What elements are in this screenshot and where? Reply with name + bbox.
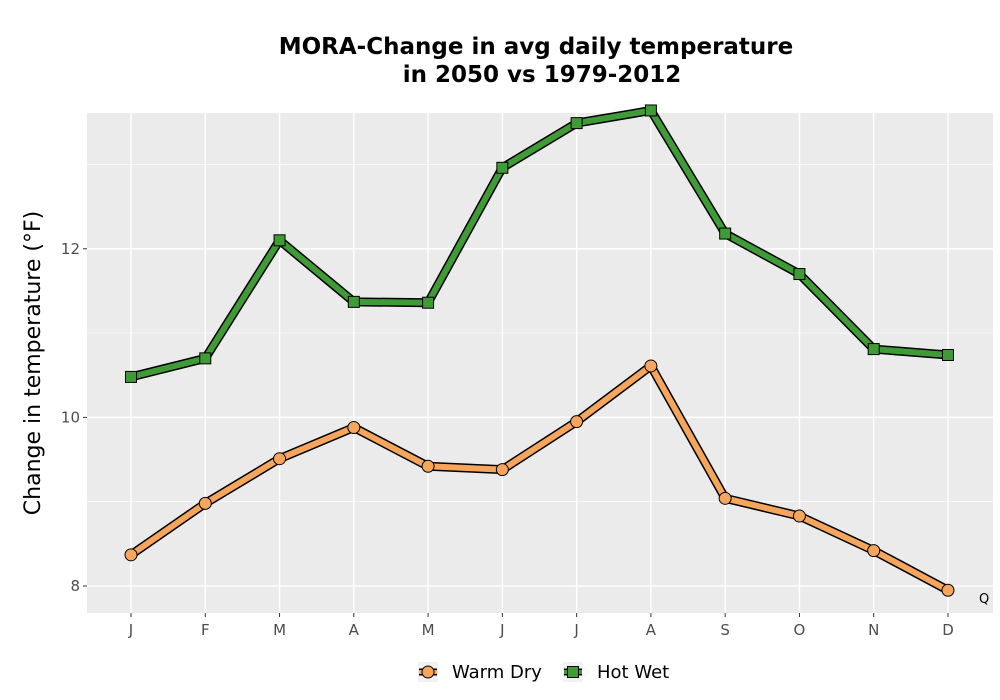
x-tick-label: J	[573, 621, 578, 639]
warm-dry-point	[273, 452, 287, 466]
x-tick-label: A	[349, 621, 360, 639]
x-tick-label: N	[868, 621, 879, 639]
hot-wet-point	[867, 343, 880, 356]
x-tick-label: S	[720, 621, 730, 639]
hot-wet-point	[422, 296, 435, 309]
hot-wet-point	[570, 117, 583, 130]
warm-dry-point	[644, 359, 658, 373]
warm-dry-point	[941, 583, 955, 597]
chart-title-line2: in 2050 vs 1979-2012	[403, 62, 682, 88]
y-tick-label: 8	[70, 577, 80, 595]
warm-dry-point	[570, 415, 584, 429]
x-tick-label: M	[273, 621, 286, 639]
hot-wet-point	[941, 348, 954, 361]
hot-wet-point	[793, 268, 806, 281]
y-tick-label: 10	[61, 408, 80, 426]
y-axis-label: Change in temperature (°F)	[21, 211, 46, 515]
corner-note: Q	[979, 592, 989, 607]
hot-wet-point	[644, 104, 657, 117]
chart-title-line1: MORA-Change in avg daily temperature	[279, 34, 794, 60]
x-tick-label: D	[942, 621, 954, 639]
x-tick-label: F	[201, 621, 210, 639]
x-tick-label: M	[422, 621, 435, 639]
plot-panel	[87, 113, 993, 613]
warm-dry-line	[129, 362, 950, 593]
legend-key-hot-wet	[567, 666, 579, 678]
warm-dry-point	[347, 421, 361, 435]
warm-dry-point	[792, 509, 806, 523]
warm-dry-point	[421, 459, 435, 473]
legend-label-warm-dry: Warm Dry	[452, 662, 542, 683]
warm-dry-point	[718, 491, 732, 505]
y-axis-ticks: 8 10 12	[61, 240, 87, 595]
hot-wet-point	[496, 161, 509, 174]
x-tick-label: A	[646, 621, 657, 639]
legend-label-hot-wet: Hot Wet	[597, 662, 669, 683]
hot-wet-point	[719, 227, 732, 240]
series-markers	[124, 104, 955, 597]
hot-wet-point	[273, 234, 286, 247]
legend-key-warm-dry	[421, 665, 435, 679]
hot-wet-point	[199, 352, 212, 365]
warm-dry-point	[198, 496, 212, 510]
hot-wet-point	[125, 370, 137, 383]
y-tick-label: 12	[61, 240, 80, 258]
x-tick-label: O	[794, 621, 806, 639]
warm-dry-point	[495, 463, 509, 477]
series-lines	[128, 105, 951, 595]
x-tick-label: J	[499, 621, 504, 639]
legend: Warm Dry Hot Wet	[418, 662, 669, 683]
warm-dry-point	[867, 544, 881, 558]
x-tick-label: J	[128, 621, 133, 639]
hot-wet-point	[347, 295, 360, 308]
hot-wet-line	[130, 107, 949, 380]
warm-dry-point	[124, 548, 138, 562]
